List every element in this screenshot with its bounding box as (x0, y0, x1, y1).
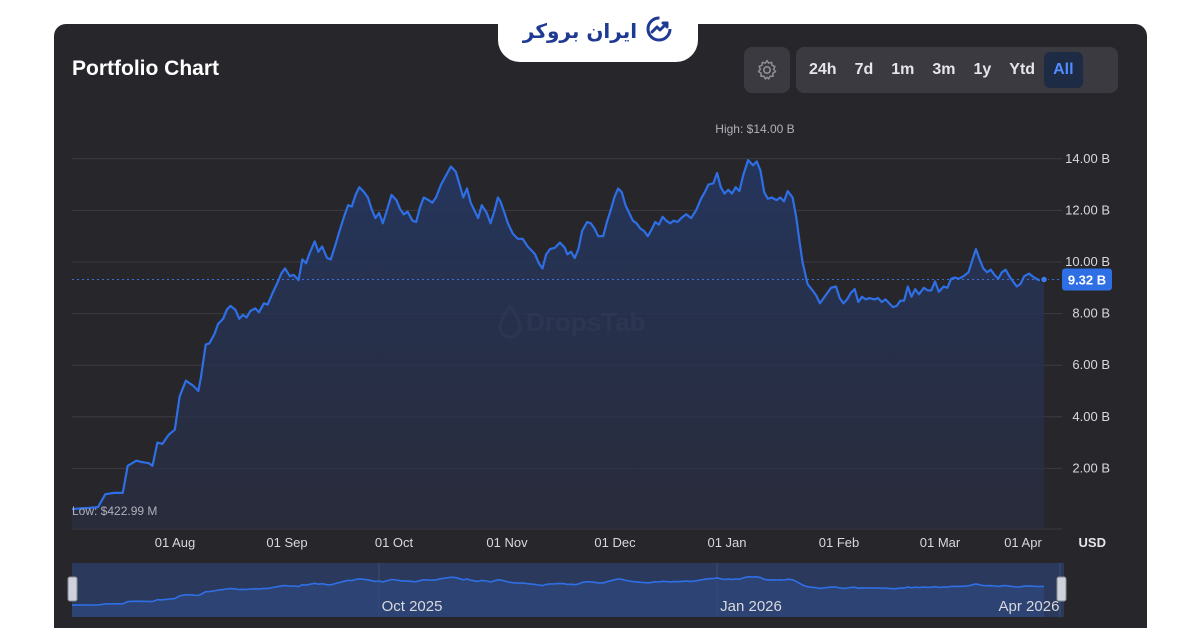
navigator-line (72, 575, 1045, 606)
x-tick-label: 01 Feb (819, 535, 859, 550)
timeframe-3m-button[interactable]: 3m (932, 61, 956, 78)
timeframe-24h-button[interactable]: 24h (809, 61, 837, 78)
current-value-dot (1039, 275, 1049, 284)
navigator-area (72, 576, 1044, 617)
timeframe-selector: 24h 7d 1m 3m 1y Ytd All (796, 47, 1118, 93)
navigator-series (72, 575, 1045, 617)
page-title: Portfolio Chart (72, 57, 219, 80)
x-tick-label: 01 Sep (266, 535, 307, 550)
x-tick-label: 01 Oct (375, 535, 414, 550)
navigator-label: Jan 2026 (720, 598, 782, 615)
navigator-label: Oct 2025 (382, 598, 443, 615)
x-tick-label: 01 Nov (486, 535, 528, 550)
settings-button[interactable] (744, 47, 790, 93)
timeframe-all-button[interactable]: All (1044, 52, 1083, 88)
timeframe-1y-button[interactable]: 1y (973, 61, 992, 78)
portfolio-line (71, 159, 1045, 511)
y-tick-label: 12.00 B (1065, 202, 1110, 217)
navigator-label: Apr 2026 (999, 598, 1060, 615)
brand-tab: ایران بروکر (498, 0, 698, 62)
brand-name: ایران بروکر (522, 19, 638, 43)
gear-icon (757, 59, 777, 80)
y-tick-label: 6.00 B (1072, 357, 1110, 372)
portfolio-area (72, 160, 1044, 529)
current-value-badge (1062, 268, 1112, 291)
timeframe-7d-button[interactable]: 7d (854, 61, 874, 78)
navigator-handle-left[interactable] (67, 576, 78, 602)
range-navigator[interactable]: Oct 2025 Jan 2026 Apr 2026 (67, 563, 1067, 617)
y-tick-label: 10.00 B (1065, 254, 1110, 269)
x-tick-label: 01 Jan (707, 535, 746, 550)
brand-logo-icon (645, 15, 673, 48)
y-tick-label: 2.00 B (1072, 460, 1110, 475)
navigator-handle-right[interactable] (1056, 576, 1067, 602)
y-tick-label: 4.00 B (1072, 409, 1110, 424)
current-value-label: 9.32 B (1068, 273, 1106, 288)
low-label: Low: $422.99 M (72, 504, 157, 518)
high-label: High: $14.00 B (715, 122, 794, 136)
y-tick-label: 14.00 B (1065, 151, 1110, 166)
y-tick-label: 8.00 B (1072, 306, 1110, 321)
x-tick-label: 01 Dec (594, 535, 636, 550)
timeframe-1m-button[interactable]: 1m (891, 61, 915, 78)
x-tick-label: 01 Apr (1004, 535, 1042, 550)
timeframe-ytd-button[interactable]: Ytd (1009, 61, 1036, 78)
x-tick-label: 01 Aug (155, 535, 196, 550)
currency-label: USD (1079, 535, 1106, 550)
x-tick-label: 01 Mar (920, 535, 961, 550)
